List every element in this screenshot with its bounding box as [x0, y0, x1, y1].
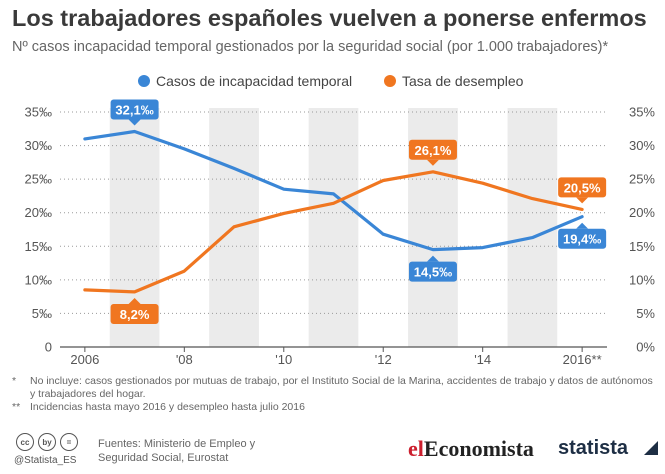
data-label-pointer	[576, 197, 589, 204]
y-left-tick-label: 30‰	[25, 138, 52, 153]
data-label-box	[558, 177, 607, 198]
data-label: 8,2%	[120, 307, 150, 322]
data-label: 26,1%	[415, 143, 452, 158]
data-label: 19,4‰	[563, 232, 601, 247]
data-label-box	[110, 99, 159, 120]
background-band	[507, 108, 558, 347]
attribution-icon: by	[38, 433, 56, 451]
x-tick-label: 2016**	[563, 352, 602, 367]
footnote-2-mark: **	[12, 401, 21, 413]
footnote-1: * No incluye: casos gestionados por mutu…	[12, 375, 657, 401]
data-label: 14,5‰	[414, 265, 452, 280]
legend-label-incapacidad: Casos de incapacidad temporal	[156, 73, 353, 89]
x-tick-label: '14	[474, 352, 491, 367]
y-left-tick-label: 5‰	[32, 306, 52, 321]
footnotes: * No incluye: casos gestionados por mutu…	[12, 375, 657, 414]
x-tick-label: 2006	[70, 352, 99, 367]
series-line-desempleo	[83, 170, 584, 294]
legend-label-desempleo: Tasa de desempleo	[402, 73, 524, 89]
y-left-tick-label: 15‰	[25, 239, 52, 254]
legend-item-incapacidad: Casos de incapacidad temporal	[138, 73, 352, 89]
y-right-tick-label: 10%	[629, 272, 655, 287]
chart-title: Los trabajadores españoles vuelven a pon…	[12, 5, 647, 31]
y-left-tick-label: 25‰	[25, 172, 52, 187]
data-label-pointer	[426, 255, 439, 262]
data-label-pointer	[576, 222, 589, 229]
data-label-box	[408, 261, 457, 282]
chart-subtitle: Nº casos incapacidad temporal gestionado…	[12, 39, 609, 55]
legend-dot-desempleo	[384, 75, 396, 87]
series-line-incapacidad	[83, 129, 584, 252]
data-label: 20,5%	[564, 180, 601, 195]
data-label-box	[408, 139, 457, 160]
sources: Fuentes: Ministerio de Empleo y Segurida…	[98, 437, 255, 465]
y-left-tick-label: 35‰	[25, 105, 52, 120]
sources-line-1: Fuentes: Ministerio de Empleo y	[98, 438, 256, 450]
data-label: 32,1‰	[115, 102, 153, 117]
data-label-pointer	[128, 297, 141, 304]
x-tick-label: '10	[275, 352, 292, 367]
line-chart: 0 5‰ 10‰ 15‰ 20‰ 25‰ 30‰ 35‰ 0% 5% 10% 15% 20% 25% 30%…	[25, 99, 655, 367]
footnote-2: ** Incidencias hasta mayo 2016 y desempl…	[12, 401, 657, 414]
y-right-tick-label: 25%	[629, 172, 655, 187]
no-derivatives-icon: =	[60, 433, 78, 451]
eleconomista-logo-main: Economista	[423, 436, 534, 461]
chart-legend: Casos de incapacidad temporal Tasa de de…	[0, 73, 665, 93]
legend-item-desempleo: Tasa de desempleo	[384, 73, 523, 89]
sources-line-2: Seguridad Social, Eurostat	[98, 452, 229, 464]
x-tick-label: '12	[375, 352, 392, 367]
data-label-box	[558, 228, 607, 249]
y-left-tick-label: 20‰	[25, 205, 52, 220]
y-right-tick-label: 5%	[636, 306, 655, 321]
y-right-tick-label: 0%	[636, 340, 655, 355]
footnote-1-text: No incluye: casos gestionados por mutuas…	[30, 375, 653, 400]
license-icons[interactable]: cc by =	[16, 433, 78, 451]
x-tick-label: '08	[176, 352, 193, 367]
eleconomista-logo[interactable]: elEconomista	[408, 436, 534, 462]
eleconomista-logo-el: el	[408, 436, 424, 461]
twitter-handle[interactable]: @Statista_ES	[14, 455, 77, 466]
background-band	[308, 108, 359, 347]
y-left-tick-label: 10‰	[25, 272, 52, 287]
y-left-tick-label: 0	[45, 340, 52, 355]
legend-dot-incapacidad	[138, 75, 150, 87]
y-right-tick-label: 15%	[629, 239, 655, 254]
y-right-tick-label: 35%	[629, 105, 655, 120]
cc-icon: cc	[16, 433, 34, 451]
statista-mark-icon	[644, 441, 658, 455]
data-label-pointer	[128, 119, 141, 126]
footnote-1-mark: *	[12, 375, 17, 387]
y-right-tick-label: 30%	[629, 138, 655, 153]
footnote-2-text: Incidencias hasta mayo 2016 y desempleo …	[30, 401, 305, 413]
footer: cc by = @Statista_ES Fuentes: Ministerio…	[0, 428, 665, 474]
data-label-pointer	[426, 159, 439, 166]
data-label-box	[110, 303, 159, 324]
statista-logo[interactable]: statista	[558, 437, 629, 459]
y-right-tick-label: 20%	[629, 205, 655, 220]
